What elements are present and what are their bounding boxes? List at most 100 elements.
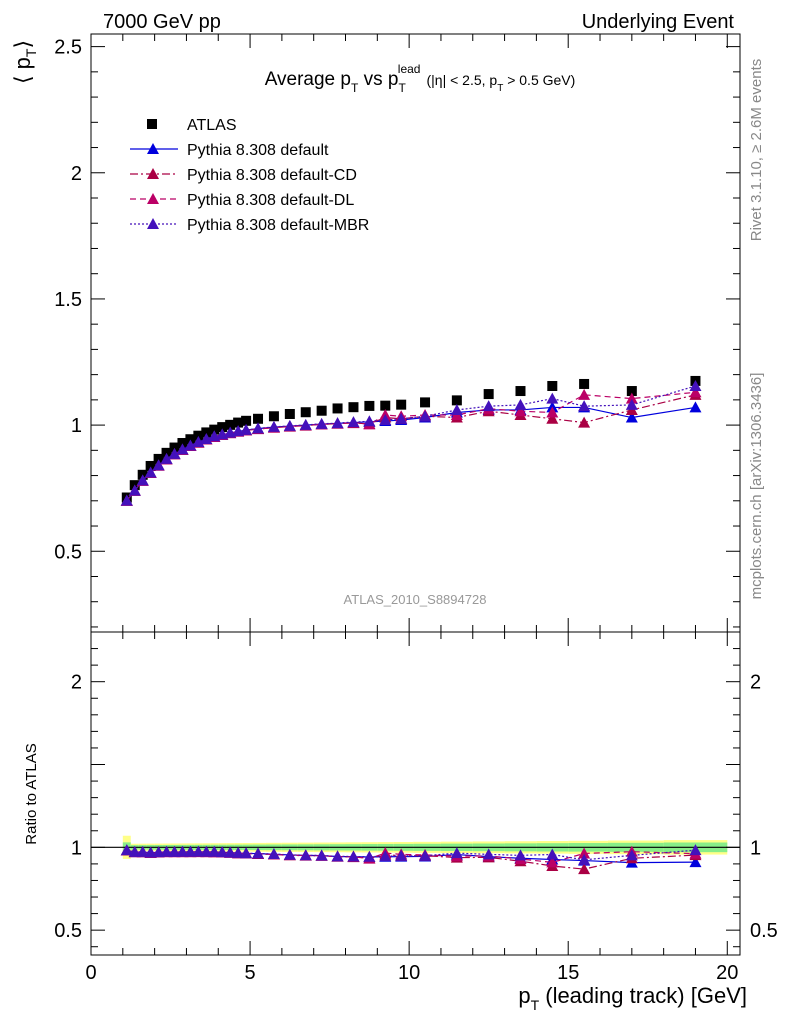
ratio-data-point xyxy=(120,844,133,856)
atlas-data-point xyxy=(241,415,252,426)
mc-data-point xyxy=(395,412,408,424)
atlas-data-point xyxy=(177,438,188,449)
y-tick-label-right: 0.5 xyxy=(750,920,778,942)
ratio-data-point xyxy=(160,845,173,857)
mc-data-point xyxy=(689,379,702,391)
mc-data-point xyxy=(689,401,702,413)
ratio-data-point xyxy=(299,849,312,861)
y-tick-label: 1.5 xyxy=(54,289,82,311)
atlas-data-point xyxy=(396,399,407,410)
ratio-data-point xyxy=(267,848,280,860)
ratio-data-point xyxy=(252,847,265,859)
mc-data-point xyxy=(625,398,638,410)
y-tick-label: 2.5 xyxy=(54,37,82,59)
atlas-data-point xyxy=(268,411,279,422)
atlas-data-point xyxy=(169,442,180,453)
mc-data-point xyxy=(299,418,312,430)
legend-label: Pythia 8.308 default-MBR xyxy=(187,217,369,234)
x-tick-label: 0 xyxy=(85,962,96,984)
mc-series-line xyxy=(126,385,696,501)
y-tick-label-right: 2 xyxy=(750,672,761,694)
ratio-data-point xyxy=(315,849,328,861)
x-tick-label: 10 xyxy=(398,962,420,984)
atlas-data-point xyxy=(209,424,220,435)
y-tick-label: 2 xyxy=(71,672,82,694)
ratio-data-point xyxy=(136,845,149,857)
atlas-data-point xyxy=(483,389,494,400)
ratio-data-point xyxy=(331,850,344,862)
mc-series-line xyxy=(126,391,696,502)
atlas-data-point xyxy=(547,380,558,391)
main-panel: ⟨ pT⟩ Average pT vs pTlead(|η| < 2.5, pT… xyxy=(10,33,741,633)
x-tick-label: 5 xyxy=(245,962,256,984)
atlas-data-point xyxy=(284,408,295,419)
ratio-data-point xyxy=(184,845,197,857)
atlas-data-point xyxy=(364,400,375,411)
mc-data-point xyxy=(160,452,173,464)
ratio-data-point xyxy=(546,856,559,868)
mc-data-point xyxy=(625,392,638,404)
mc-data-point xyxy=(689,386,702,398)
ratio-data-point xyxy=(514,849,527,861)
ratio-data-point xyxy=(168,845,181,857)
ratio-data-point xyxy=(482,848,495,860)
mc-data-point xyxy=(200,432,213,444)
atlas-data-point xyxy=(451,395,462,406)
atlas-data-point xyxy=(380,400,391,411)
ratio-data-point xyxy=(283,848,296,860)
atlas-data-point xyxy=(348,402,359,413)
mc-data-point xyxy=(546,412,559,424)
mc-data-point xyxy=(450,403,463,415)
ratio-data-point xyxy=(240,847,253,859)
atlas-data-point xyxy=(161,447,172,458)
atlas-data-point xyxy=(332,403,343,414)
ratio-data-point xyxy=(546,848,559,860)
mc-data-point xyxy=(514,398,527,410)
mc-data-point xyxy=(578,400,591,412)
ratio-data-point xyxy=(192,845,205,857)
atlas-data-point xyxy=(201,427,212,438)
ratio-data-point xyxy=(578,853,591,865)
ratio-data-point xyxy=(216,846,229,858)
atlas-data-point xyxy=(420,397,431,408)
main-y-axis-label: ⟨ pT⟩ xyxy=(10,40,39,84)
ratio-data-point xyxy=(200,845,213,857)
mc-data-point xyxy=(176,443,189,455)
ratio-data-point xyxy=(128,845,141,857)
atlas-data-point xyxy=(316,405,327,416)
mc-data-point xyxy=(136,474,149,486)
main-title: Average pT vs pTlead(|η| < 2.5, pT > 0.5… xyxy=(265,62,576,95)
x-tick-label: 15 xyxy=(557,962,579,984)
mc-data-point xyxy=(192,436,205,448)
ratio-data-point xyxy=(625,849,638,861)
mc-data-point xyxy=(152,459,165,471)
mc-data-point xyxy=(144,466,157,478)
mc-data-point xyxy=(546,392,559,404)
mc-data-point xyxy=(419,410,432,422)
mc-data-point xyxy=(514,405,527,417)
legend-marker xyxy=(147,119,157,129)
mc-data-point xyxy=(252,422,265,434)
ratio-data-point xyxy=(419,849,432,861)
mc-data-point xyxy=(379,414,392,426)
atlas-data-point xyxy=(153,453,164,464)
atlas-data-point xyxy=(626,386,637,397)
mc-data-point xyxy=(184,439,197,451)
y-tick-label: 2 xyxy=(71,163,82,185)
mc-data-point xyxy=(283,419,296,431)
atlas-data-point xyxy=(145,460,156,471)
atlas-data-point xyxy=(225,419,236,430)
mc-data-point xyxy=(363,415,376,427)
legend-marker xyxy=(147,218,159,229)
atlas-data-point xyxy=(233,417,244,428)
ratio-panel: Ratio to ATLAS 0 5 10 15 20 0.5 0.5 1 1 2 2 pT (le… xyxy=(23,631,778,1013)
rivet-label: Rivet 3.1.10, ≥ 2.6M events xyxy=(748,59,765,242)
y-tick-label: 0.5 xyxy=(54,920,82,942)
ratio-data-point xyxy=(152,846,165,858)
mc-data-point xyxy=(347,416,360,428)
mc-data-point xyxy=(578,388,591,400)
atlas-data-point xyxy=(253,413,264,424)
legend-label: Pythia 8.308 default xyxy=(187,142,329,159)
mcplots-label: mcplots.cern.ch [arXiv:1306.3436] xyxy=(748,373,765,600)
